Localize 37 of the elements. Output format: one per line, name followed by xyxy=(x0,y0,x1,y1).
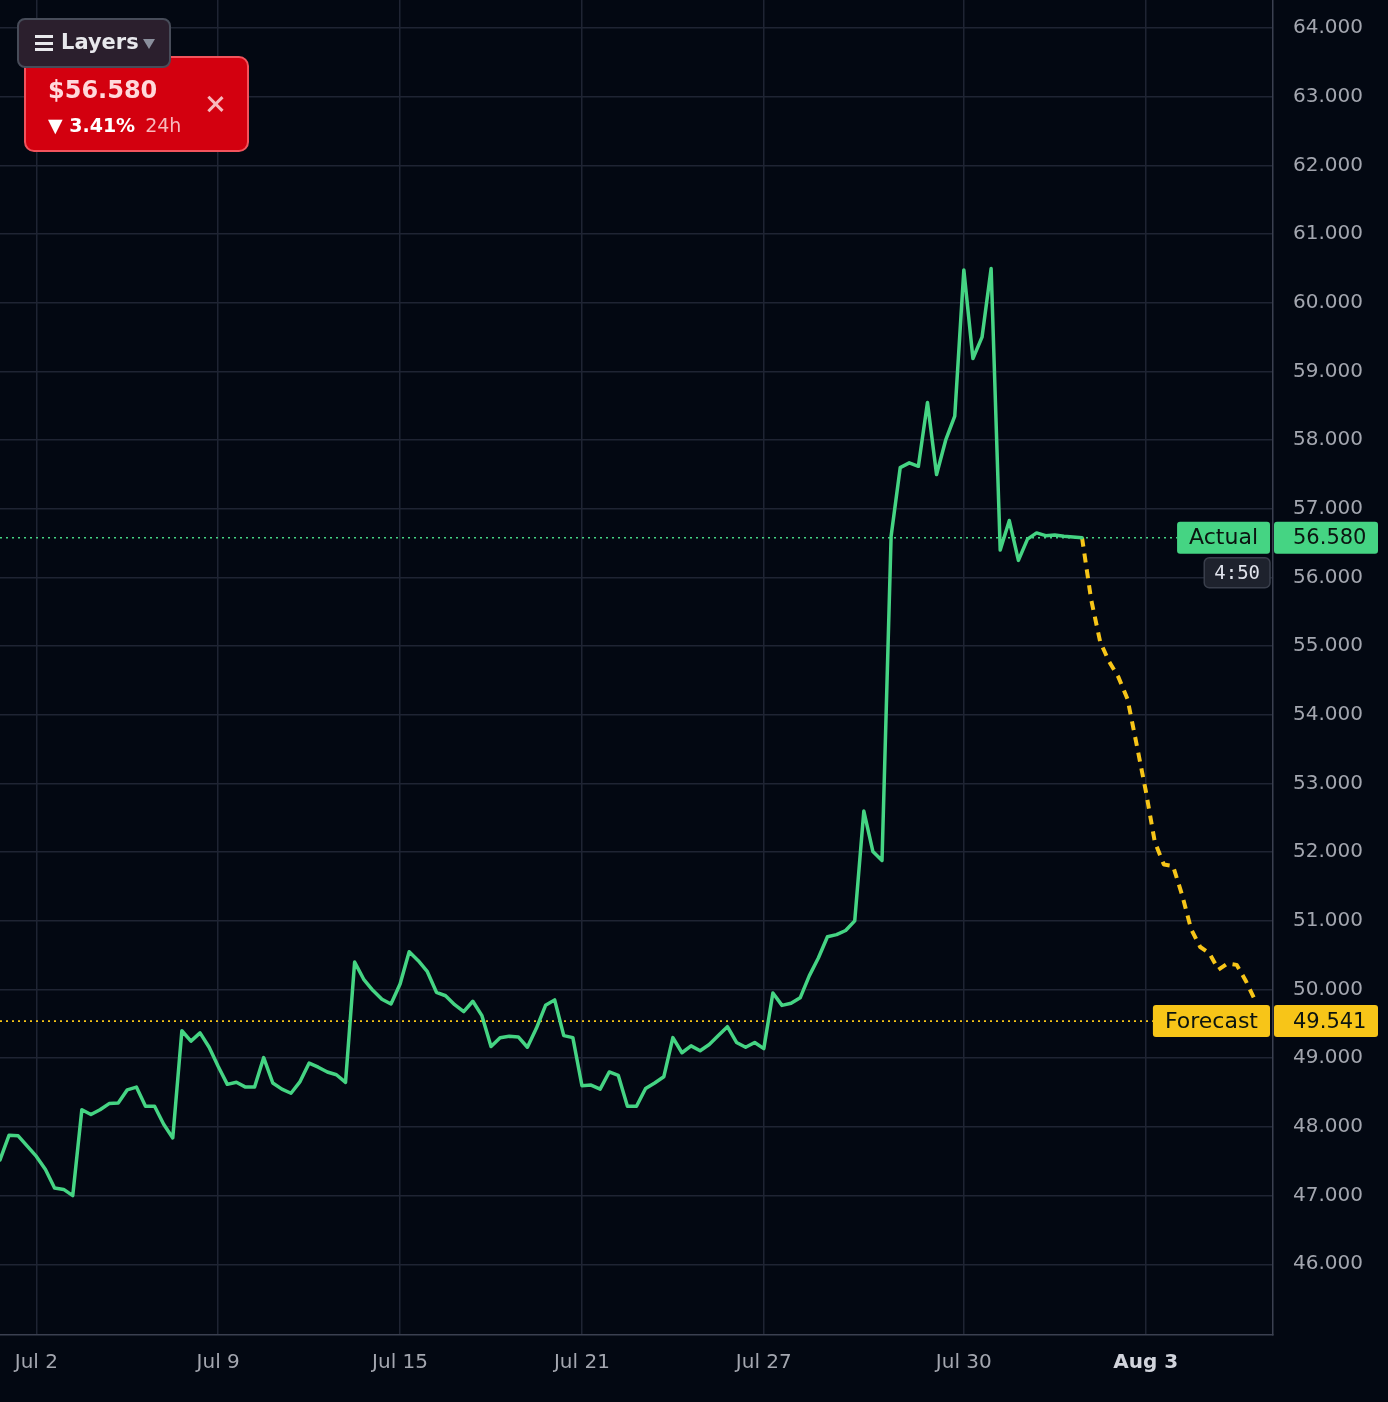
y-tick-label: 51.000 xyxy=(1293,907,1363,932)
layers-button: Layers xyxy=(17,18,171,68)
x-tick-label: Aug 3 xyxy=(1113,1349,1179,1374)
x-tick-label: Jul 27 xyxy=(733,1349,792,1374)
y-tick-label: 58.000 xyxy=(1293,426,1363,451)
annotation: ▼ 3.41% xyxy=(48,114,136,136)
y-tick-label: 54.000 xyxy=(1293,701,1363,726)
y-tick-label: 55.000 xyxy=(1293,632,1363,657)
y-tick-label: 61.000 xyxy=(1293,220,1363,245)
y-tick-label: 57.000 xyxy=(1293,495,1363,520)
y-tick-label: 64.000 xyxy=(1293,14,1363,39)
text: 49.541 xyxy=(1293,1008,1367,1033)
y-tick-label: 52.000 xyxy=(1293,838,1363,863)
annotation: 24h xyxy=(145,114,182,136)
annotation: Layers xyxy=(61,30,139,54)
y-tick-label: 49.000 xyxy=(1293,1044,1363,1069)
y-tick-label: 62.000 xyxy=(1293,151,1363,176)
ref-line-label: Actual xyxy=(1189,524,1258,550)
y-tick-label: 46.000 xyxy=(1293,1250,1363,1275)
y-tick-label: 60.000 xyxy=(1293,289,1363,314)
y-tick-label: 47.000 xyxy=(1293,1181,1363,1206)
annotation: $56.580 xyxy=(48,76,158,104)
y-tick-label: 48.000 xyxy=(1293,1113,1363,1138)
x-tick-label: Jul 9 xyxy=(194,1349,240,1374)
y-tick-label: 53.000 xyxy=(1293,769,1363,794)
y-tick-label: 50.000 xyxy=(1293,975,1363,1000)
text: 56.580 xyxy=(1293,525,1367,550)
price-card: $56.580 ▼ 3.41% 24h xyxy=(24,56,249,152)
annotation: 4:50 xyxy=(1214,560,1260,583)
x-tick-label: Jul 15 xyxy=(370,1349,429,1374)
x-tick-label: Jul 2 xyxy=(12,1349,58,1374)
x-tick-label: Jul 30 xyxy=(933,1349,992,1374)
ref-line-label: Forecast xyxy=(1164,1007,1259,1033)
y-tick-label: 63.000 xyxy=(1293,83,1363,108)
x-tick-label: Jul 21 xyxy=(551,1349,610,1374)
y-tick-label: 59.000 xyxy=(1293,357,1363,382)
y-tick-label: 56.000 xyxy=(1293,563,1363,588)
